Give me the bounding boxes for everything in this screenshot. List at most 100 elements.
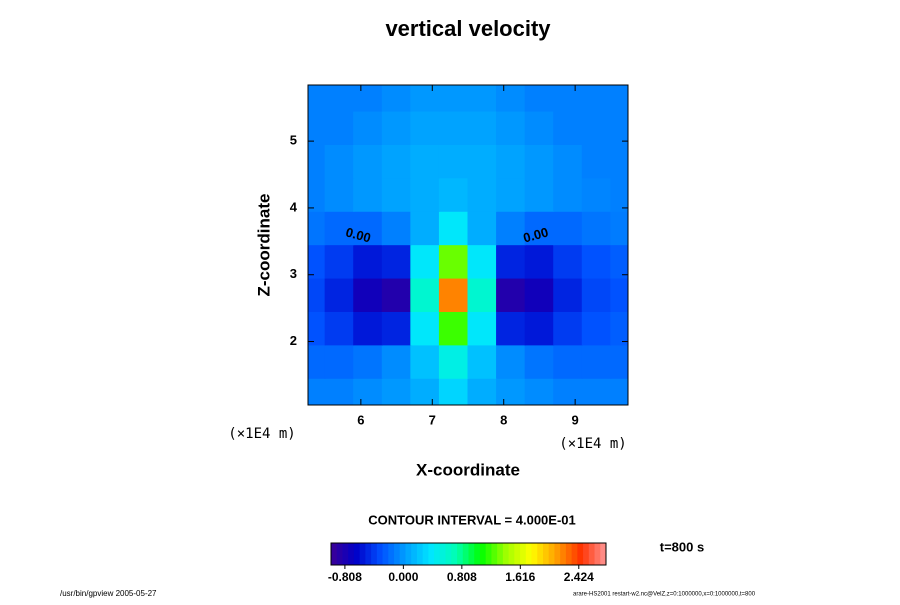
colorbar-tick-label: 1.616: [505, 570, 535, 584]
field-cell: [381, 143, 412, 179]
field-cell: [524, 377, 555, 405]
field-cell: [610, 110, 628, 145]
colorbar-swatch: [388, 543, 395, 565]
colorbar-swatch: [416, 543, 424, 565]
field-cell: [324, 110, 355, 145]
field-cell: [467, 210, 498, 246]
field-cell: [524, 110, 555, 145]
colorbar-swatch: [434, 543, 441, 565]
colorbar-swatch: [336, 543, 343, 565]
field-cell: [410, 143, 440, 179]
field-cell: [467, 310, 498, 346]
colorbar-swatch: [365, 543, 372, 565]
field-cell: [438, 344, 469, 379]
field-cell: [381, 277, 412, 312]
field-cell: [610, 310, 628, 346]
field-cell: [324, 143, 355, 179]
field-cell: [610, 344, 628, 379]
footer-left: /usr/bin/gpview 2005-05-27: [60, 589, 157, 598]
field-cell: [610, 277, 628, 312]
field-cell: [553, 377, 583, 405]
field-cell: [438, 210, 469, 246]
colorbar-swatch: [376, 543, 384, 565]
field-cell: [308, 277, 326, 312]
colorbar-swatch: [588, 543, 596, 565]
field-cell: [381, 177, 412, 212]
colorbar-swatch: [411, 543, 418, 565]
colorbar-swatch: [474, 543, 481, 565]
colorbar-swatch: [520, 543, 527, 565]
field-cell: [410, 377, 440, 405]
field-cell: [324, 177, 355, 212]
colorbar-swatch: [359, 543, 366, 565]
field-cell: [524, 344, 555, 379]
field-cell: [581, 344, 612, 379]
field-cell: [524, 143, 555, 179]
field-cell: [581, 310, 612, 346]
colorbar-swatch: [348, 543, 355, 565]
field-cell: [553, 143, 583, 179]
field-cell: [308, 244, 326, 279]
x-tick-label: 9: [572, 412, 579, 427]
field-cell: [610, 244, 628, 279]
y-tick-label: 4: [290, 199, 298, 214]
field-cell: [496, 143, 526, 179]
colorbar-swatch: [531, 543, 538, 565]
x-axis-label: X-coordinate: [416, 460, 520, 479]
field-cell: [438, 244, 469, 279]
field-cell: [553, 310, 583, 346]
field-cell: [353, 85, 383, 112]
field-cell: [524, 210, 555, 246]
field-cell: [610, 210, 628, 246]
time-label: t=800 s: [660, 539, 704, 554]
contour-interval: CONTOUR INTERVAL = 4.000E-01: [368, 512, 575, 527]
colorbar-tick-label: 2.424: [564, 570, 594, 584]
colorbar-swatch: [491, 543, 498, 565]
field-cell: [496, 177, 526, 212]
y-tick-label: 2: [290, 333, 297, 348]
field-cell: [438, 377, 469, 405]
colorbar-swatch: [542, 543, 550, 565]
field-cell: [410, 177, 440, 212]
field-cell: [581, 85, 612, 112]
field-cell: [438, 143, 469, 179]
field-cell: [324, 344, 355, 379]
colorbar-tick-label: 0.808: [447, 570, 477, 584]
field-cell: [353, 377, 383, 405]
colorbar-swatch: [537, 543, 544, 565]
field-cell: [308, 377, 326, 405]
field-cell: [381, 210, 412, 246]
field-cell: [381, 310, 412, 346]
colorbar-swatch: [457, 543, 464, 565]
field-cell: [324, 377, 355, 405]
colorbar-swatch: [468, 543, 475, 565]
colorbar-swatch: [554, 543, 561, 565]
field-cell: [553, 244, 583, 279]
field-cell: [410, 85, 440, 112]
colorbar-swatch: [594, 543, 601, 565]
field-cell: [524, 85, 555, 112]
field-cell: [353, 110, 383, 145]
field-cell: [581, 143, 612, 179]
field-cell: [308, 177, 326, 212]
field-cell: [496, 244, 526, 279]
colorbar-swatch: [479, 543, 487, 565]
field-cell: [324, 277, 355, 312]
colorbar-swatch: [560, 543, 567, 565]
field-cell: [324, 210, 355, 246]
colorbar-swatch: [548, 543, 555, 565]
contour-label: 0.00: [344, 224, 372, 245]
colorbar-swatch: [445, 543, 452, 565]
field-cell: [581, 244, 612, 279]
colorbar-swatch: [422, 543, 429, 565]
field-cell: [308, 344, 326, 379]
field-cell: [467, 377, 498, 405]
footer-right: arare-HS2001 restart-w2.nc@VelZ,z=0:1000…: [573, 592, 756, 598]
colorbar-tick-label: -0.808: [328, 570, 362, 584]
field-cell: [553, 210, 583, 246]
field-cell: [467, 143, 498, 179]
colorbar-swatch: [508, 543, 515, 565]
field-cell: [467, 110, 498, 145]
field-cell: [308, 85, 326, 112]
